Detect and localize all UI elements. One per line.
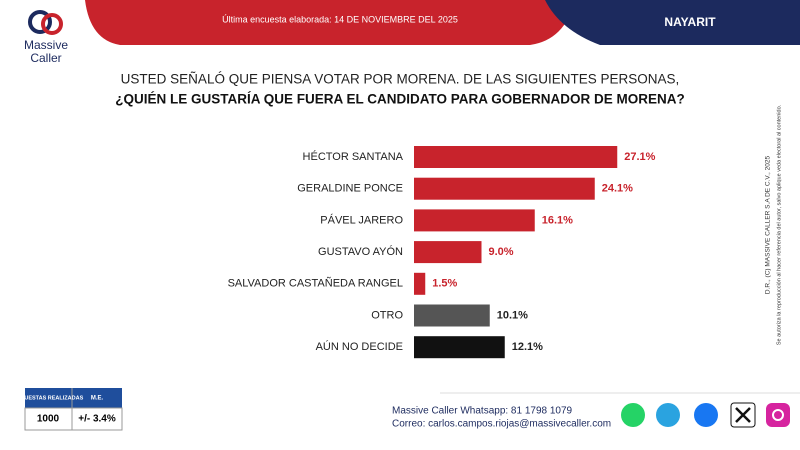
value-label: 24.1% bbox=[602, 183, 633, 195]
table-header-bg bbox=[25, 388, 122, 408]
value-label: 10.1% bbox=[497, 309, 528, 321]
bar bbox=[414, 209, 535, 232]
instagram-icon[interactable] bbox=[766, 403, 790, 427]
category-label: PÁVEL JARERO bbox=[320, 213, 403, 226]
facebook-icon[interactable] bbox=[694, 403, 718, 427]
footer-email: Correo: carlos.campos.riojas@massivecall… bbox=[392, 419, 611, 430]
logo-text: Massive bbox=[24, 38, 68, 52]
value-label: 1.5% bbox=[432, 278, 457, 290]
category-label: HÉCTOR SANTANA bbox=[303, 150, 404, 163]
social-icons bbox=[621, 402, 790, 428]
bar bbox=[414, 146, 618, 168]
logo-text: Caller bbox=[30, 51, 61, 65]
category-label: GUSTAVO AYÓN bbox=[318, 245, 403, 258]
table-header: ENCUESTAS REALIZADAS bbox=[13, 395, 84, 401]
value-label: 9.0% bbox=[489, 246, 514, 258]
value-label: 27.1% bbox=[624, 151, 655, 163]
copyright: D.R., (C) MASSIVE CALLER S.A DE C.V., 20… bbox=[765, 104, 783, 345]
chart-title: USTED SEÑALÓ QUE PIENSA VOTAR POR MORENA… bbox=[121, 72, 680, 87]
bar bbox=[414, 272, 426, 295]
chart-subtitle: ¿QUIÉN LE GUSTARÍA QUE FUERA EL CANDIDAT… bbox=[115, 92, 685, 107]
bar bbox=[414, 304, 490, 327]
table-cell: +/- 3.4% bbox=[78, 414, 116, 425]
region: NAYARIT bbox=[664, 15, 716, 29]
header-region-band bbox=[545, 0, 800, 45]
category-label: AÚN NO DECIDE bbox=[316, 340, 403, 353]
copyright-line: Se autoriza la reproducción al hacer ref… bbox=[776, 104, 782, 345]
category-label: GERALDINE PONCE bbox=[297, 183, 403, 195]
logo-ring bbox=[28, 10, 52, 34]
table-cell: 1000 bbox=[37, 414, 60, 425]
category-label: OTRO bbox=[371, 309, 403, 321]
value-label: 16.1% bbox=[542, 214, 573, 226]
table-body-bg bbox=[24, 407, 123, 431]
whatsapp-icon[interactable] bbox=[621, 403, 645, 427]
footer-whatsapp: Massive Caller Whatsapp: 81 1798 1079 bbox=[392, 406, 573, 417]
copyright-line: D.R., (C) MASSIVE CALLER S.A DE C.V., 20… bbox=[765, 156, 772, 295]
logo-ring bbox=[41, 13, 63, 35]
bar-chart: HÉCTOR SANTANA 27.1% GERALDINE PONCE 24.1% P… bbox=[228, 146, 656, 359]
category-label: SALVADOR CASTAÑEDA RANGEL bbox=[228, 277, 403, 290]
table-header: M.E. bbox=[91, 396, 104, 402]
bar bbox=[414, 336, 505, 359]
value-label: 12.1% bbox=[512, 341, 543, 353]
survey-table: ENCUESTAS REALIZADAS M.E. 1000 +/- 3.4% bbox=[13, 388, 123, 431]
x-glyph bbox=[735, 407, 751, 423]
header-band bbox=[85, 0, 575, 45]
logo: Massive Caller bbox=[24, 10, 68, 65]
survey-date: Última encuesta elaborada: 14 DE NOVIEMB… bbox=[222, 14, 458, 24]
telegram-icon[interactable] bbox=[656, 403, 680, 427]
bar bbox=[414, 177, 595, 200]
instagram-glyph bbox=[772, 409, 784, 421]
bar bbox=[414, 241, 482, 264]
